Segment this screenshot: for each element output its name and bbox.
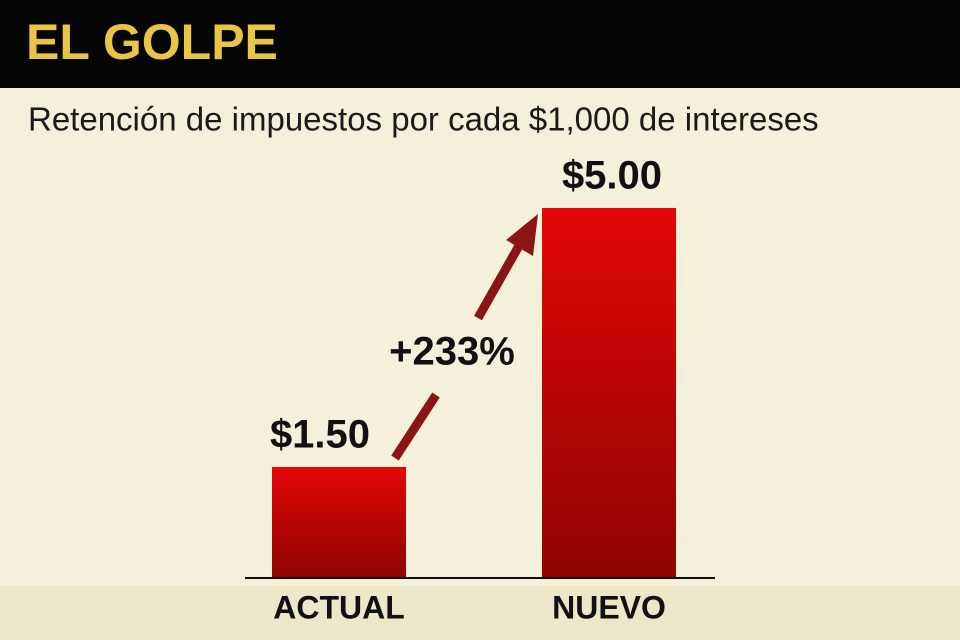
- bar: [542, 208, 676, 578]
- value-label: $1.50: [270, 413, 370, 457]
- x-tick-label: NUEVO: [552, 589, 666, 625]
- arrow-shaft: [391, 392, 440, 461]
- arrow-head: [506, 214, 538, 256]
- header-band: [0, 0, 960, 88]
- arrow-shaft: [474, 241, 524, 321]
- growth-arrow: [391, 214, 538, 461]
- x-tick-label: ACTUAL: [273, 589, 405, 625]
- value-label: $5.00: [562, 154, 662, 198]
- footer-band: [0, 586, 960, 640]
- annotation: +233%: [389, 330, 515, 374]
- chart-title: EL GOLPE: [26, 14, 278, 70]
- chart-subtitle: Retención de impuestos por cada $1,000 d…: [28, 101, 819, 138]
- bar: [272, 467, 406, 578]
